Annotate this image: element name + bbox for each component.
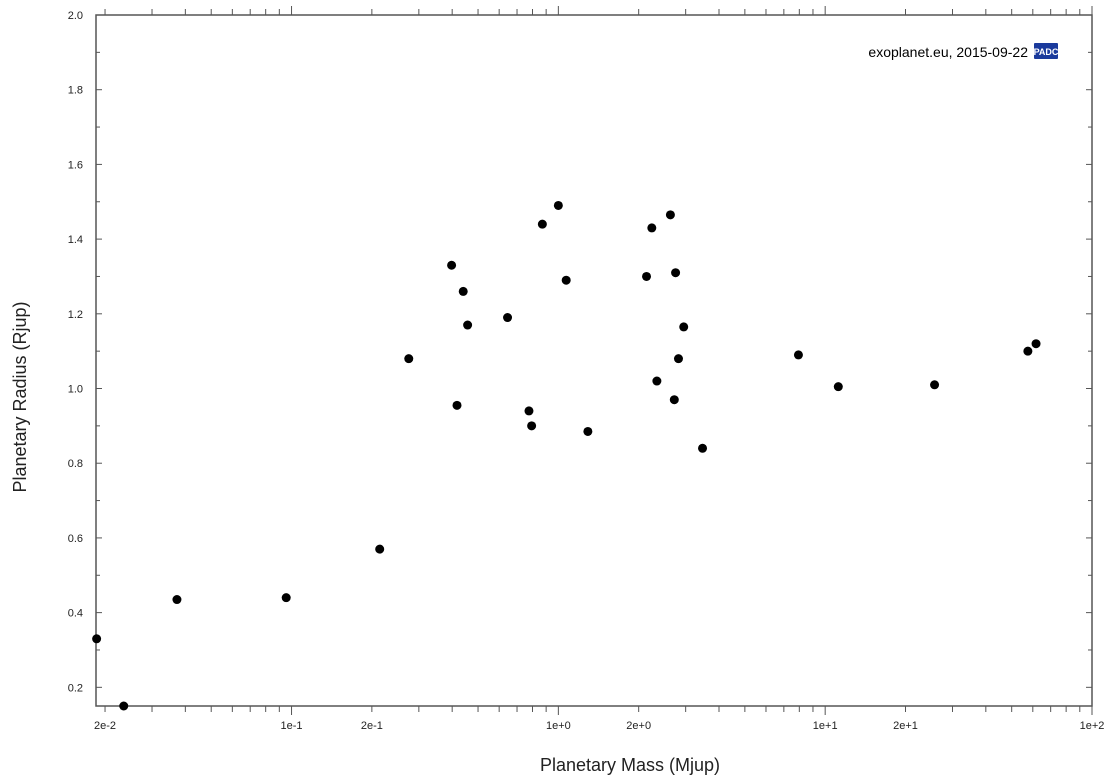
scatter-point <box>652 376 662 386</box>
scatter-point <box>930 380 940 390</box>
scatter-point <box>463 320 473 330</box>
scatter-point <box>669 395 679 405</box>
x-axis-label: Planetary Mass (Mjup) <box>540 755 720 775</box>
data-points <box>92 200 1041 711</box>
x-tick-label: 1e-1 <box>281 720 303 732</box>
scatter-point <box>1031 339 1041 349</box>
y-tick-label: 0.4 <box>68 608 83 620</box>
logo-text: PADC <box>1034 47 1059 57</box>
x-tick-label: 1e+1 <box>813 720 838 732</box>
x-tick-label: 2e-1 <box>361 720 383 732</box>
y-tick-labels: 0.2 0.4 0.6 0.8 1.0 1.2 1.4 1.6 1.8 2.0 <box>68 10 83 694</box>
scatter-point <box>452 400 462 410</box>
scatter-point <box>458 286 468 296</box>
scatter-point <box>1023 346 1033 356</box>
scatter-point <box>833 382 843 392</box>
x-tick-labels: 2e-2 1e-1 2e-1 1e+0 2e+0 1e+1 2e+1 1e+2 <box>94 720 1104 732</box>
scatter-point <box>583 426 593 436</box>
y-tick-label: 1.2 <box>68 309 83 321</box>
scatter-point <box>698 443 708 453</box>
x-tick-label: 2e+1 <box>893 720 918 732</box>
scatter-point <box>503 313 513 323</box>
y-axis-label: Planetary Radius (Rjup) <box>10 301 30 492</box>
scatter-point <box>281 593 291 603</box>
scatter-point <box>793 350 803 360</box>
scatter-point <box>375 544 385 554</box>
y-tick-label: 0.8 <box>68 458 83 470</box>
scatter-point <box>561 275 571 285</box>
scatter-point <box>642 271 652 281</box>
y-tick-label: 0.2 <box>68 682 83 694</box>
scatter-point <box>172 595 182 605</box>
axis-ticks <box>96 6 1093 715</box>
scatter-point <box>537 219 547 229</box>
y-tick-label: 1.4 <box>68 234 83 246</box>
y-tick-label: 0.6 <box>68 533 83 545</box>
x-tick-label: 2e+0 <box>626 720 651 732</box>
plot-frame <box>95 14 1093 707</box>
source-annotation: exoplanet.eu, 2015-09-22 <box>868 44 1028 60</box>
scatter-point <box>673 354 683 364</box>
padc-logo-icon: PADC <box>1034 43 1059 59</box>
scatter-point <box>527 421 537 431</box>
x-tick-label: 2e-2 <box>94 720 116 732</box>
y-tick-label: 1.8 <box>68 85 83 97</box>
scatter-point <box>647 223 657 233</box>
scatter-point <box>524 406 534 416</box>
y-tick-label: 1.0 <box>68 384 83 396</box>
scatter-point <box>553 200 563 210</box>
scatter-point <box>119 701 129 711</box>
x-tick-label: 1e+2 <box>1080 720 1105 732</box>
scatter-point <box>679 322 689 332</box>
scatter-point <box>92 634 102 644</box>
scatter-point <box>665 210 675 220</box>
y-tick-label: 1.6 <box>68 159 83 171</box>
scatter-point <box>447 260 457 270</box>
x-tick-label: 1e+0 <box>546 720 571 732</box>
scatter-point <box>404 354 414 364</box>
scatter-point <box>671 268 681 278</box>
y-tick-label: 2.0 <box>68 10 83 22</box>
